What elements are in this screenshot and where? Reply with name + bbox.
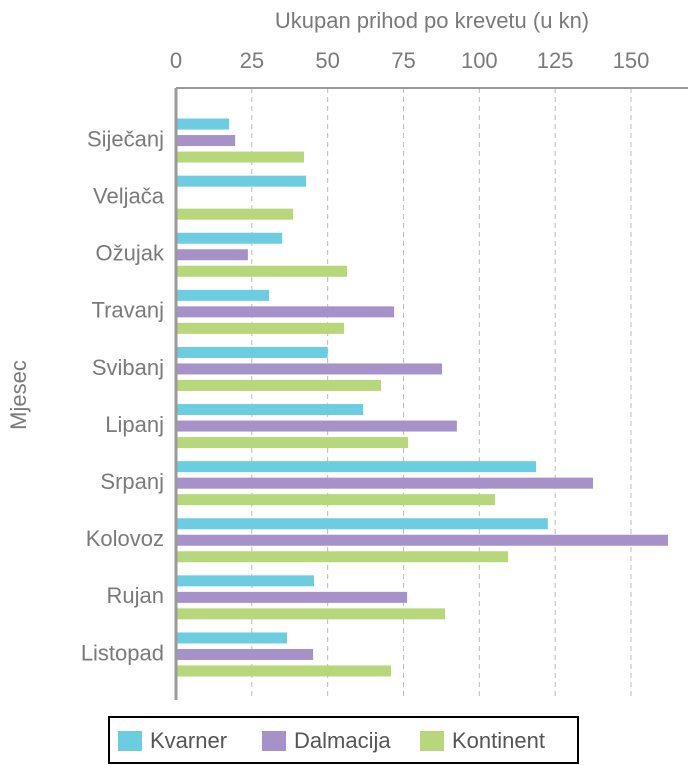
bar bbox=[176, 632, 288, 644]
legend: Kvarner Dalmacija Kontinent bbox=[118, 728, 545, 753]
bar bbox=[176, 346, 328, 358]
bar bbox=[176, 477, 594, 489]
bar bbox=[176, 534, 668, 546]
bar bbox=[176, 118, 230, 130]
bar bbox=[176, 575, 315, 587]
legend-label: Kontinent bbox=[452, 728, 545, 753]
y-tick-label: Veljača bbox=[93, 183, 165, 208]
x-tick-label: 50 bbox=[315, 48, 339, 73]
y-tick-label: Ožujak bbox=[96, 241, 165, 266]
x-tick-label: 125 bbox=[537, 48, 574, 73]
bar bbox=[176, 135, 236, 147]
bar bbox=[176, 420, 457, 432]
y-tick-label: Rujan bbox=[107, 583, 164, 608]
legend-swatch bbox=[262, 731, 286, 751]
bar bbox=[176, 379, 382, 391]
bar bbox=[176, 404, 364, 416]
bar bbox=[176, 175, 307, 187]
legend-label: Kvarner bbox=[150, 728, 227, 753]
bar bbox=[176, 591, 408, 603]
bar bbox=[176, 494, 496, 506]
x-tick-label: 75 bbox=[391, 48, 415, 73]
bar bbox=[176, 322, 345, 334]
x-tick-label: 25 bbox=[240, 48, 264, 73]
bar bbox=[176, 265, 348, 277]
x-tick-label: 0 bbox=[170, 48, 182, 73]
y-tick-label: Travanj bbox=[91, 298, 164, 323]
y-axis-title: Mjesec bbox=[6, 360, 31, 430]
bar bbox=[176, 518, 548, 530]
legend-swatch bbox=[118, 731, 142, 751]
y-tick-label: Svibanj bbox=[92, 355, 164, 380]
bar bbox=[176, 648, 314, 660]
x-axis-title: Ukupan prihod po krevetu (u kn) bbox=[275, 8, 589, 33]
bar bbox=[176, 461, 537, 473]
bar bbox=[176, 363, 443, 375]
y-tick-label: Siječanj bbox=[87, 126, 164, 151]
bar bbox=[176, 551, 509, 563]
legend-box bbox=[108, 716, 579, 764]
y-tick-label: Srpanj bbox=[100, 469, 164, 494]
bar bbox=[176, 289, 270, 301]
x-tick-label: 100 bbox=[461, 48, 498, 73]
y-tick-label: Lipanj bbox=[105, 412, 164, 437]
bar bbox=[176, 151, 304, 163]
legend-label: Dalmacija bbox=[294, 728, 391, 753]
bar bbox=[176, 232, 283, 244]
bar bbox=[176, 608, 446, 620]
x-tick-label: 150 bbox=[613, 48, 650, 73]
bar bbox=[176, 665, 392, 677]
y-tick-label: Listopad bbox=[81, 640, 164, 665]
legend-swatch bbox=[420, 731, 444, 751]
bar bbox=[176, 208, 294, 220]
bar bbox=[176, 437, 409, 449]
y-tick-label: Kolovoz bbox=[86, 526, 164, 551]
bar bbox=[176, 306, 395, 318]
bar bbox=[176, 249, 248, 261]
